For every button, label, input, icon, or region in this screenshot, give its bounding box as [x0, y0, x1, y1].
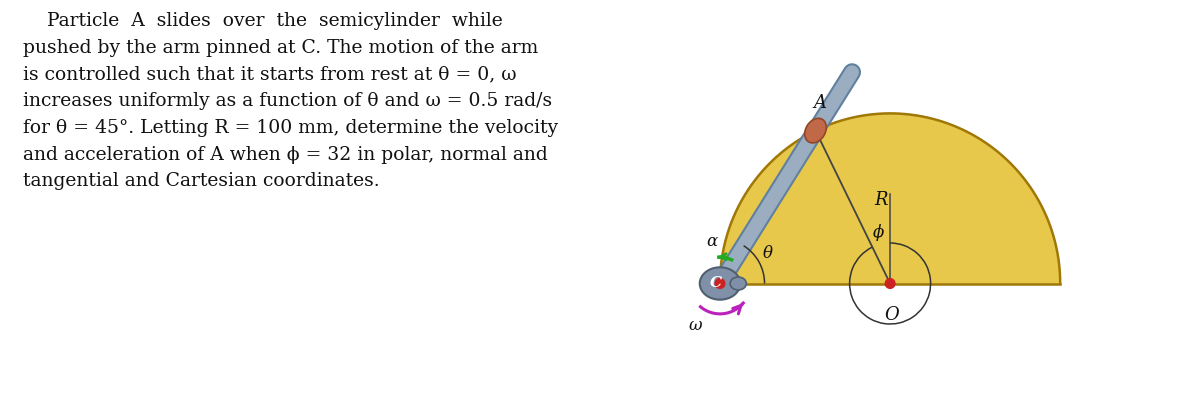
Ellipse shape — [805, 118, 827, 143]
Text: ω: ω — [689, 317, 702, 334]
Text: R: R — [875, 191, 888, 209]
Text: α: α — [706, 233, 718, 250]
Text: C: C — [710, 276, 722, 290]
Ellipse shape — [700, 267, 740, 300]
Text: θ: θ — [763, 245, 773, 262]
Circle shape — [715, 279, 725, 288]
Text: A: A — [814, 94, 826, 113]
Circle shape — [886, 279, 895, 288]
Text: Particle  A  slides  over  the  semicylinder  while
pushed by the arm pinned at : Particle A slides over the semicylinder … — [23, 12, 558, 190]
Ellipse shape — [730, 277, 746, 290]
Text: ϕ: ϕ — [874, 224, 884, 241]
Polygon shape — [720, 113, 1061, 284]
Text: O: O — [884, 306, 900, 324]
